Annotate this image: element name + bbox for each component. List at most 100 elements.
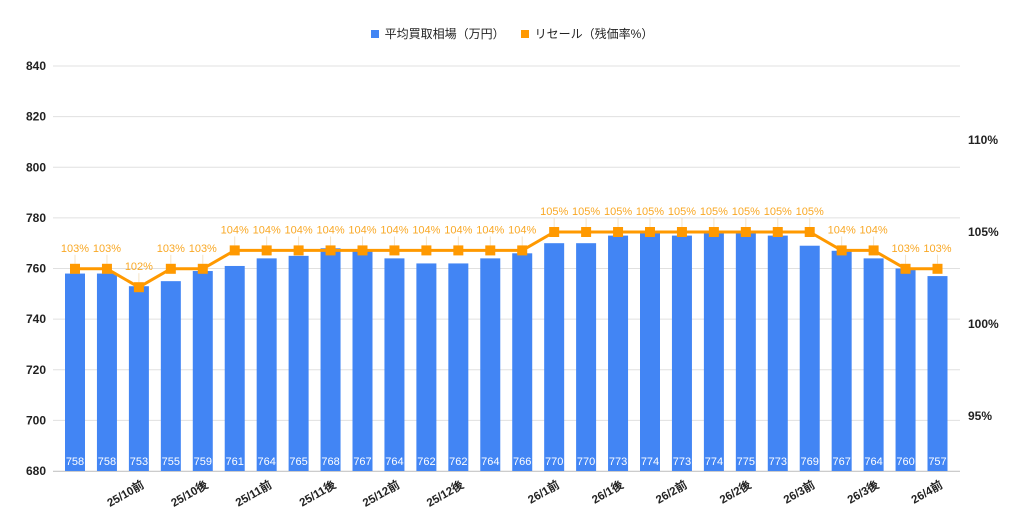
line-marker[interactable] bbox=[421, 245, 432, 256]
line-marker[interactable] bbox=[357, 245, 368, 256]
bar[interactable] bbox=[288, 255, 309, 471]
line-marker[interactable] bbox=[229, 245, 240, 256]
right-axis-tick: 95% bbox=[968, 409, 992, 423]
line-value-label: 105% bbox=[732, 206, 760, 218]
bar-value-label: 775 bbox=[737, 456, 755, 468]
left-axis-tick: 780 bbox=[26, 211, 46, 225]
bar[interactable] bbox=[799, 245, 820, 471]
bar-value-label: 773 bbox=[609, 456, 627, 468]
line-value-label: 105% bbox=[764, 206, 792, 218]
resale-line bbox=[75, 230, 938, 289]
bar[interactable] bbox=[671, 235, 692, 471]
line-value-label: 104% bbox=[828, 224, 856, 236]
line-marker[interactable] bbox=[804, 227, 815, 237]
line-marker[interactable] bbox=[133, 282, 144, 293]
bar[interactable] bbox=[224, 265, 245, 471]
bar[interactable] bbox=[927, 276, 948, 471]
line-value-label: 103% bbox=[93, 243, 121, 255]
bar[interactable] bbox=[128, 286, 149, 471]
line-value-label: 105% bbox=[668, 206, 696, 218]
bar[interactable] bbox=[576, 243, 597, 471]
bar[interactable] bbox=[192, 271, 213, 471]
left-axis-tick: 680 bbox=[26, 464, 46, 478]
x-axis-tick: 26/1前 bbox=[525, 477, 562, 506]
bar-value-label: 761 bbox=[226, 456, 244, 468]
bar[interactable] bbox=[831, 250, 852, 471]
line-marker[interactable] bbox=[932, 263, 943, 274]
line-marker[interactable] bbox=[613, 227, 624, 237]
line-marker[interactable] bbox=[645, 227, 655, 237]
line-marker[interactable] bbox=[261, 245, 272, 256]
bar[interactable] bbox=[384, 258, 405, 471]
bar-value-label: 766 bbox=[513, 456, 531, 468]
line-marker[interactable] bbox=[836, 245, 847, 256]
line-value-label: 104% bbox=[508, 224, 536, 236]
line-marker[interactable] bbox=[101, 263, 112, 274]
bar[interactable] bbox=[767, 235, 788, 471]
legend-item-price[interactable]: 平均買取相場（万円） bbox=[370, 25, 505, 42]
line-value-label: 104% bbox=[285, 224, 313, 236]
bar-value-label: 764 bbox=[481, 456, 499, 468]
line-value-label: 104% bbox=[221, 224, 249, 236]
line-marker[interactable] bbox=[389, 245, 400, 256]
line-value-label: 104% bbox=[380, 224, 408, 236]
bar[interactable] bbox=[544, 243, 565, 471]
line-marker[interactable] bbox=[517, 245, 528, 256]
line-marker[interactable] bbox=[772, 227, 783, 237]
left-axis-tick: 840 bbox=[26, 59, 46, 73]
bar[interactable] bbox=[160, 281, 181, 471]
right-axis-tick: 100% bbox=[968, 317, 999, 331]
bar[interactable] bbox=[65, 273, 85, 471]
bar[interactable] bbox=[448, 263, 469, 471]
left-axis-tick: 740 bbox=[26, 312, 46, 326]
line-marker[interactable] bbox=[165, 263, 176, 274]
left-axis-tick: 720 bbox=[26, 363, 46, 377]
bar[interactable] bbox=[895, 268, 916, 472]
bar[interactable] bbox=[640, 233, 660, 471]
line-marker[interactable] bbox=[293, 245, 304, 256]
line-marker[interactable] bbox=[325, 245, 336, 256]
line-marker[interactable] bbox=[740, 227, 751, 237]
line-marker[interactable] bbox=[70, 263, 80, 274]
x-axis-tick: 26/3前 bbox=[781, 477, 818, 506]
bar[interactable] bbox=[352, 250, 373, 471]
line-marker[interactable] bbox=[453, 245, 464, 256]
left-axis-tick: 800 bbox=[26, 160, 46, 174]
line-marker[interactable] bbox=[549, 227, 560, 237]
x-axis-tick: 25/11後 bbox=[297, 477, 339, 509]
bar[interactable] bbox=[256, 258, 277, 471]
bar[interactable] bbox=[735, 230, 756, 471]
line-value-label: 103% bbox=[891, 243, 919, 255]
bar[interactable] bbox=[320, 248, 341, 471]
line-marker[interactable] bbox=[868, 245, 879, 256]
line-value-label: 105% bbox=[540, 206, 568, 218]
line-value-label: 104% bbox=[476, 224, 504, 236]
bar[interactable] bbox=[863, 258, 884, 471]
legend-item-resale[interactable]: リセール（残価率%） bbox=[520, 25, 654, 42]
bar[interactable] bbox=[703, 233, 724, 471]
x-axis-tick: 25/12前 bbox=[360, 477, 402, 510]
legend-label-resale: リセール（残価率%） bbox=[534, 27, 654, 41]
line-marker[interactable] bbox=[900, 263, 911, 274]
line-marker[interactable] bbox=[708, 227, 719, 237]
left-axis-tick: 820 bbox=[26, 110, 46, 124]
bar[interactable] bbox=[96, 273, 117, 471]
bar-value-label: 773 bbox=[673, 456, 691, 468]
line-marker[interactable] bbox=[581, 227, 592, 237]
bar[interactable] bbox=[416, 263, 437, 471]
square-marker-icon bbox=[370, 29, 379, 38]
bar[interactable] bbox=[512, 253, 533, 471]
line-value-label: 103% bbox=[157, 243, 185, 255]
line-marker[interactable] bbox=[676, 227, 687, 237]
line-marker[interactable] bbox=[485, 245, 496, 256]
legend: 平均買取相場（万円） リセール（残価率%） bbox=[0, 25, 1024, 42]
bar[interactable] bbox=[608, 235, 629, 471]
line-marker[interactable] bbox=[197, 263, 208, 274]
bar-value-label: 767 bbox=[832, 456, 850, 468]
bar-value-label: 774 bbox=[641, 456, 659, 468]
line-value-label: 104% bbox=[444, 224, 472, 236]
bar-value-label: 755 bbox=[162, 456, 180, 468]
bar-value-label: 762 bbox=[449, 456, 467, 468]
bar[interactable] bbox=[480, 258, 501, 471]
bar-value-label: 774 bbox=[705, 456, 723, 468]
